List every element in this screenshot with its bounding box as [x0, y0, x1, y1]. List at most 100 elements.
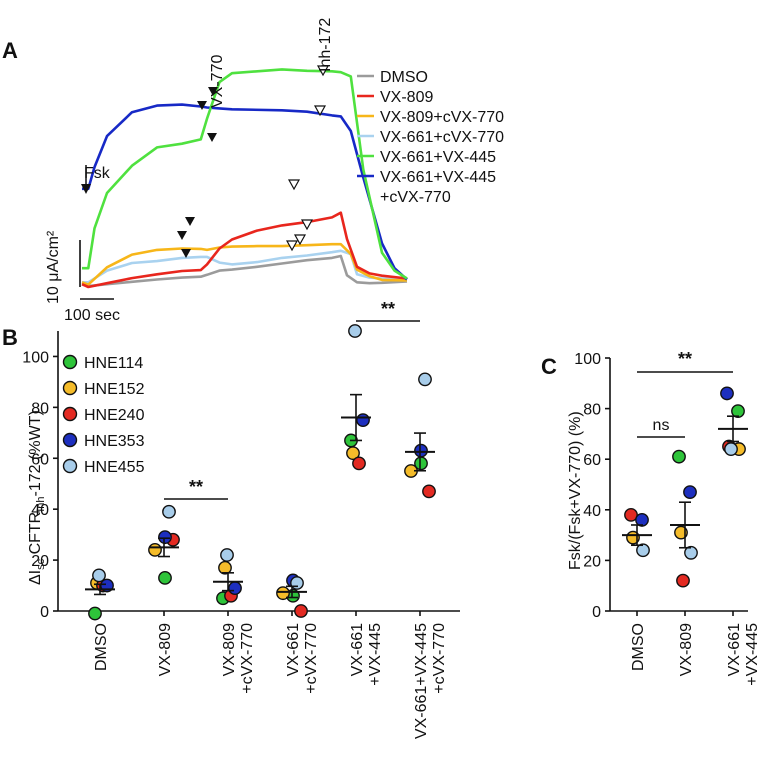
- fsk-arrow-head: [81, 184, 91, 194]
- legend-b-label-hne353: HNE353: [84, 433, 145, 450]
- panel-c-y-tick-label: 60: [583, 452, 601, 469]
- legend-b-label-hne240: HNE240: [84, 407, 145, 424]
- inh172-marker-1: [287, 179, 301, 191]
- panel-b-legend: HNE114 HNE152 HNE240 HNE353 HNE455: [62, 354, 145, 476]
- panel-b-data: ** **: [85, 299, 436, 621]
- panel-b-x-label: DMSO: [93, 623, 110, 671]
- panel-b-x-label: VX-661+VX-445: [413, 623, 430, 739]
- panel-c-point-hne353: [635, 513, 649, 527]
- trace-vx-661-vx-445-cvx-770: [82, 103, 408, 281]
- legend-a-label-vx-809: VX-809: [380, 89, 433, 106]
- trace-dmso: [81, 254, 408, 288]
- panel-c-point-hne353: [683, 485, 697, 499]
- panel-c-y-axis-title: Fsk/(Fsk+VX-770) (%): [567, 411, 584, 570]
- panel-b-y-tick-label: 60: [31, 451, 49, 468]
- panel-c-x-label: VX-809: [678, 623, 695, 676]
- panel-b-point-hne240: [422, 484, 436, 499]
- panel-b-x-label: VX-809: [157, 623, 174, 676]
- panel-b-point-hne455: [220, 548, 234, 562]
- panel-c-data: ns **: [622, 349, 748, 588]
- legend-a-label-vx-809-cvx-770: VX-809+cVX-770: [380, 109, 504, 126]
- event-markers: [81, 65, 330, 258]
- panel-c-point-hne152: [674, 525, 688, 540]
- vx770-label: VX-770: [209, 55, 226, 108]
- panel-b-y-tick-label: 80: [31, 400, 49, 417]
- vx770-marker-4: [177, 231, 187, 240]
- panel-b-point-hne455: [92, 568, 106, 583]
- vx770-marker-2: [181, 249, 191, 258]
- panel-a-legend: DMSO VX-809 VX-809+cVX-770 VX-661+cVX-770 VX…: [357, 69, 504, 206]
- inh172-marker-4: [285, 240, 299, 252]
- panel-c-point-hne240: [624, 507, 638, 522]
- legend-b-label-hne152: HNE152: [84, 381, 145, 398]
- panel-b-significance-label: **: [381, 299, 395, 319]
- vx770-marker-1: [197, 101, 207, 110]
- panel-b-point-hne114: [88, 606, 102, 621]
- trace-vx-661-vx-445: [82, 68, 408, 280]
- inh172-marker-top: [316, 65, 330, 77]
- panel-c-y-tick-label: 100: [574, 351, 601, 368]
- inh172-marker-3: [293, 234, 307, 246]
- inh172-marker-2: [300, 219, 314, 231]
- panel-c-point-hne114: [672, 449, 686, 464]
- panel-c-y-tick-label: 40: [583, 503, 601, 520]
- legend-b-marker-hne240: [62, 406, 78, 422]
- panel-a-letter: A: [2, 38, 18, 63]
- panel-c-point-hne240: [676, 573, 690, 588]
- legend-b-marker-hne114: [62, 354, 78, 370]
- panel-b-point-hne152: [148, 543, 162, 557]
- panel-c-point-hne455: [724, 442, 738, 456]
- legend-a-label-dmso: DMSO: [380, 69, 428, 86]
- panel-b-y-tick-label: 100: [22, 349, 49, 366]
- panel-c-y-tick-label: 20: [583, 553, 601, 570]
- panel-b-point-hne114: [158, 571, 172, 585]
- panel-c-significance-label: **: [678, 349, 692, 369]
- legend-b-marker-hne455: [62, 458, 78, 474]
- panel-b-x-label: VX-661: [285, 623, 302, 676]
- panel-c-point-hne455: [684, 545, 698, 560]
- panel-b-point-hne455: [348, 324, 362, 338]
- panel-b-point-hne455: [418, 372, 432, 387]
- legend-b-marker-hne152: [62, 380, 78, 396]
- panel-b-point-hne152: [346, 446, 360, 461]
- panel-b-point-hne240: [352, 456, 366, 471]
- panel-b-point-hne455: [162, 504, 176, 519]
- panel-b-point-hne152: [276, 586, 290, 601]
- panel-a-trace-chart: A Fsk VX-770 Inh-172 DMSO VX-809 VX-809+cV…: [2, 18, 504, 324]
- panel-c-x-label: VX-661: [726, 623, 743, 676]
- panel-b-x-label: +cVX-770: [303, 623, 320, 694]
- panel-b-x-label: VX-661: [349, 623, 366, 676]
- panel-b-x-label: VX-809: [221, 623, 238, 676]
- panel-b-point-hne353: [356, 413, 370, 427]
- panel-b-dot-plot: B ΔIsc CFTRInh-172 (%WT) 0 20 40 60 80 100 DMS…: [2, 299, 460, 739]
- trace-lines: [81, 68, 408, 289]
- legend-a-label-vx-661-vx-445: VX-661+VX-445: [380, 149, 496, 166]
- panel-c-axes: 0 20 40 60 80 100 DMSO VX-809 VX-661 +VX-445: [574, 351, 761, 686]
- y-scale-bar-label: 10 μA/cm²: [45, 230, 62, 304]
- panel-b-point-hne353: [158, 530, 172, 545]
- legend-b-marker-hne353: [62, 432, 78, 448]
- vx770-marker-3: [185, 217, 195, 226]
- panel-b-point-hne240: [294, 604, 308, 618]
- panel-b-x-label: +cVX-770: [431, 623, 448, 694]
- legend-a-label-vx-661-cvx-770: VX-661+cVX-770: [380, 129, 504, 146]
- panel-c-letter: C: [541, 354, 557, 379]
- trace-vx-809: [81, 211, 408, 289]
- panel-b-y-tick-label: 20: [31, 553, 49, 570]
- legend-a-label-vx-661-vx-445-cvx-770: VX-661+VX-445: [380, 169, 496, 186]
- panel-c-point-hne114: [731, 404, 745, 419]
- panel-c-significance-label: ns: [653, 417, 670, 434]
- panel-b-y-tick-label: 0: [40, 604, 49, 621]
- panel-c-y-tick-label: 0: [592, 604, 601, 621]
- x-scale-bar-label: 100 sec: [64, 307, 120, 324]
- panel-b-significance-label: **: [189, 477, 203, 497]
- panel-b-point-hne353: [414, 443, 428, 458]
- fsk-label: Fsk: [84, 165, 111, 182]
- panel-b-x-label: +cVX-770: [239, 623, 256, 694]
- legend-b-label-hne114: HNE114: [84, 355, 143, 372]
- vx770-marker-top: [208, 87, 218, 96]
- panel-c-x-label: DMSO: [630, 623, 647, 671]
- panel-c-point-hne353: [720, 386, 734, 401]
